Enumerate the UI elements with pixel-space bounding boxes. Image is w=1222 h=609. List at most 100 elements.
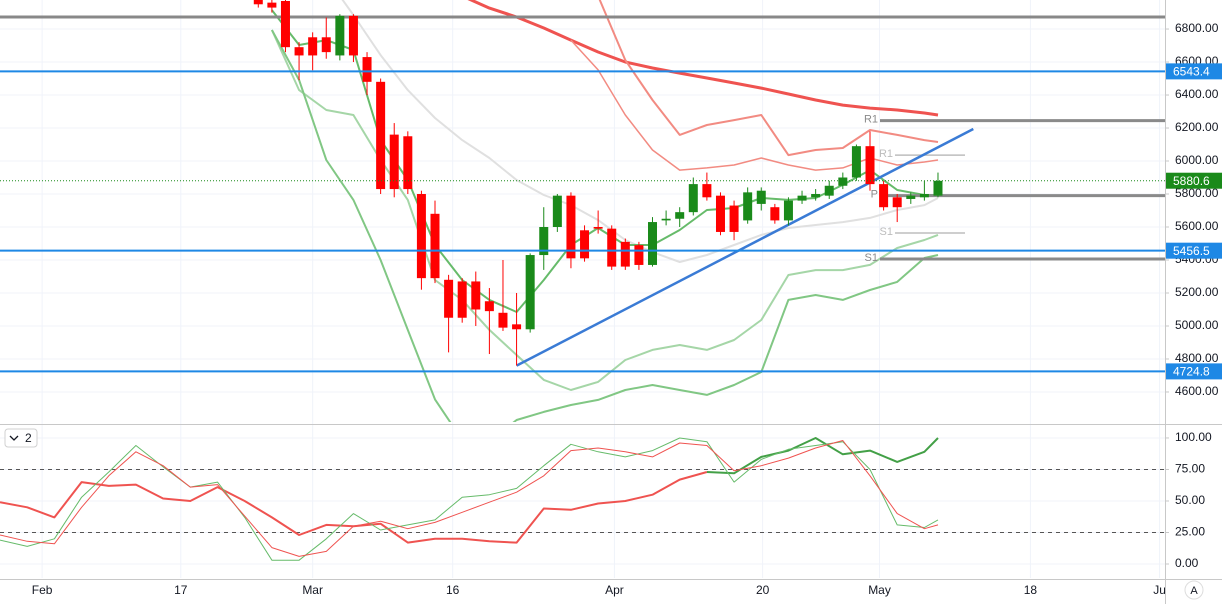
candle-body [702, 184, 712, 198]
candle-body [648, 222, 658, 265]
overlay-line [271, 29, 939, 422]
y-tick-label: 25.00 [1175, 525, 1205, 539]
level-label: 4724.8 [1173, 365, 1210, 379]
candle-body [620, 241, 630, 267]
grid-layer [0, 0, 1165, 578]
y-tick-label: 5600.00 [1175, 219, 1219, 233]
price-pane: R1 R1 P S1 S1 [0, 0, 1165, 422]
candle-body [933, 180, 943, 196]
candle-body [416, 194, 426, 279]
oscillator-line [706, 437, 939, 475]
level-label-box [1166, 363, 1222, 380]
candle-body [376, 81, 386, 190]
y-tick-label: 5200.00 [1175, 285, 1219, 299]
candle-body [552, 195, 562, 228]
candle-body [770, 207, 780, 221]
candle-body [661, 218, 671, 221]
candle-body [879, 184, 889, 208]
x-tick-label: Feb [32, 583, 53, 597]
scale-button[interactable] [1184, 580, 1204, 600]
candle-body [294, 47, 304, 56]
candle-body [838, 177, 848, 186]
candle-body [280, 0, 290, 48]
candle-body [539, 227, 549, 256]
candle-body [267, 2, 277, 8]
y-tick-label: 6800.00 [1175, 21, 1219, 35]
y-tick-label: 50.00 [1175, 493, 1205, 507]
x-tick-label: 18 [1024, 583, 1038, 597]
candle-body [471, 281, 481, 310]
candle-body [348, 15, 358, 56]
candle-body [811, 194, 821, 198]
overlay-line [570, 39, 939, 171]
x-tick-label: Mar [302, 583, 323, 597]
pivot-label: S1 [880, 226, 893, 238]
candle-body [797, 195, 807, 201]
y-tick-label: 100.00 [1175, 430, 1212, 444]
pivot-label: S1 [865, 252, 878, 264]
candle-body [865, 146, 875, 185]
candle-body [362, 57, 372, 82]
x-tick-label: 16 [446, 583, 460, 597]
candle-body [389, 134, 399, 190]
candle-body [308, 37, 318, 56]
overlay-line [598, 0, 939, 157]
candle-body [580, 230, 590, 259]
candle-body [253, 0, 263, 5]
level-label-box [1166, 172, 1222, 189]
level-label: 5880.6 [1173, 174, 1210, 188]
candle-body [715, 195, 725, 232]
oscillator-pane [0, 437, 1165, 561]
trend-line [516, 127, 974, 367]
x-tick-label: Apr [605, 583, 624, 597]
level-label: 6543.4 [1173, 65, 1210, 79]
candle-body [525, 255, 535, 330]
candle-body [607, 228, 617, 267]
y-tick-label: 5800.00 [1175, 186, 1219, 200]
candle-body [634, 245, 644, 265]
pivot-label: R1 [879, 148, 893, 160]
candle-body [824, 185, 834, 196]
y-tick-label: 5000.00 [1175, 318, 1219, 332]
candle-body [743, 192, 753, 221]
y-tick-label: 6000.00 [1175, 153, 1219, 167]
candle-body [335, 15, 345, 56]
candle-body [892, 197, 902, 208]
y-tick-label: 75.00 [1175, 462, 1205, 476]
level-label-box [1166, 242, 1222, 259]
oscillator-line [0, 440, 939, 557]
scale-mode[interactable]: A [1190, 585, 1198, 597]
candle-body [593, 227, 603, 229]
candle-body [444, 279, 454, 318]
pivot-label: P [871, 189, 878, 201]
y-tick-label: 0.00 [1175, 556, 1199, 570]
candle-body [512, 324, 522, 330]
candle-body [756, 190, 766, 204]
candle-body [783, 200, 793, 221]
y-tick-label: 6400.00 [1175, 87, 1219, 101]
candle-body [688, 184, 698, 213]
pane-toggle[interactable]: 2 [4, 428, 38, 448]
candle-body [566, 195, 576, 259]
candle-body [403, 136, 413, 190]
pane-label: 2 [25, 431, 32, 445]
candle-body [498, 312, 508, 328]
y-tick-label: 4600.00 [1175, 384, 1219, 398]
level-label-box [1166, 63, 1222, 80]
candle-body [906, 195, 916, 199]
candle-body [484, 301, 494, 312]
overlay-line [467, 0, 939, 117]
level-label: 5456.5 [1173, 244, 1210, 258]
x-tick-label: 20 [756, 583, 770, 597]
pivot-label: R1 [864, 114, 878, 126]
y-tick-label: 6200.00 [1175, 120, 1219, 134]
candle-body [729, 205, 739, 232]
candle-body [321, 37, 331, 53]
candle-body [675, 212, 685, 219]
candle-body [457, 281, 467, 318]
candle-body [851, 146, 861, 178]
x-tick-label: May [868, 583, 891, 597]
